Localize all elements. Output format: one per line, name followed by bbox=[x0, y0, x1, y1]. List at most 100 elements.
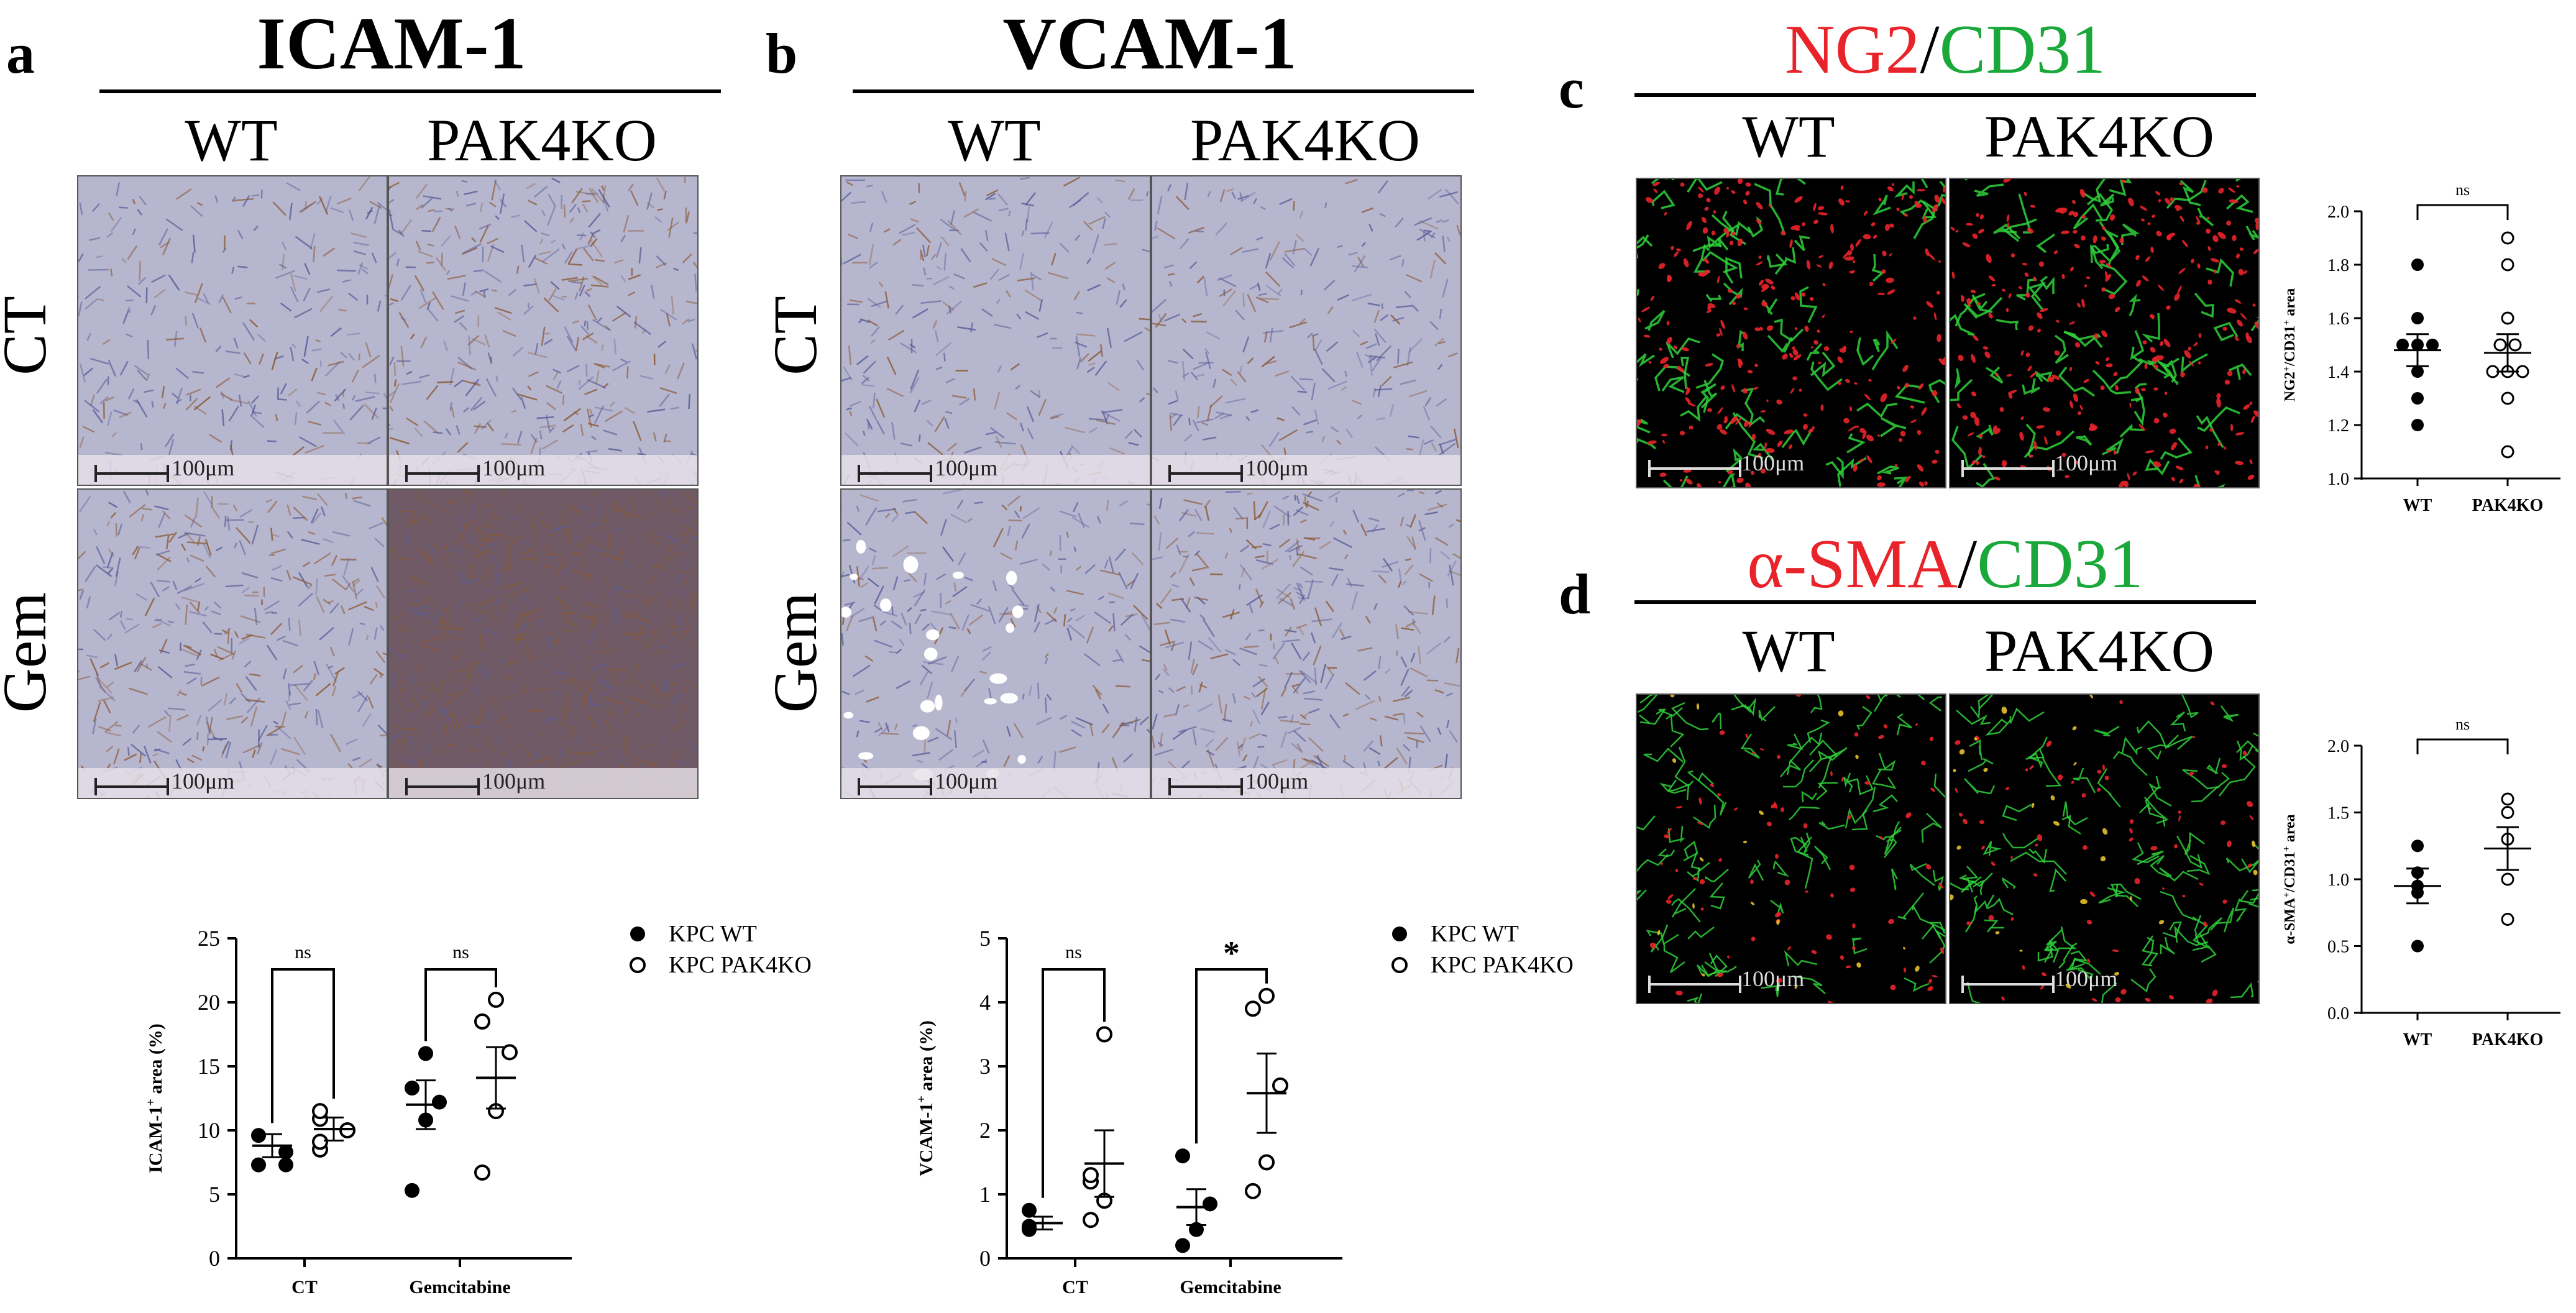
significance-bracket bbox=[1042, 968, 1106, 1198]
data-point bbox=[2501, 913, 2514, 926]
data-point bbox=[312, 1133, 328, 1150]
panel-title-vcam1: VCAM-1 bbox=[1002, 2, 1297, 85]
data-point bbox=[2396, 339, 2409, 351]
x-tick-label: PAK4KO bbox=[2472, 496, 2544, 515]
data-point bbox=[1258, 987, 1275, 1004]
data-point bbox=[1245, 1000, 1261, 1017]
y-tick-label: 1.5 bbox=[2327, 804, 2349, 823]
title-underline-b bbox=[853, 89, 1474, 93]
y-tick-label: 5 bbox=[979, 926, 991, 951]
y-tick-label: 0.5 bbox=[2327, 938, 2349, 957]
data-point bbox=[312, 1103, 328, 1120]
chart-asma-cd31-area: 0.0 0.5 1.0 1.5 2.0 α-SMA+/CD31+ area WT PAK4KO… bbox=[2281, 715, 2560, 1050]
y-axis-label: ICAM-1+ area (%) bbox=[144, 1023, 166, 1173]
col-header-wt-c: WT bbox=[1742, 103, 1835, 170]
micrograph-icam-wt-ct: 100μm bbox=[77, 175, 388, 486]
significance-label: ns bbox=[295, 942, 311, 963]
micrograph-asma-wt: 100μm bbox=[1636, 693, 1946, 1004]
y-tick-label: 1.2 bbox=[2327, 416, 2349, 436]
significance-bracket bbox=[424, 968, 497, 1041]
y-tick-label: 4 bbox=[979, 990, 991, 1015]
x-tick-label: Gemcitabine bbox=[1180, 1277, 1281, 1297]
legend-label-kpc-pak4ko: KPC PAK4KO bbox=[669, 952, 812, 978]
open-circle-icon bbox=[630, 957, 646, 973]
title-slash-d: / bbox=[1958, 526, 1978, 603]
data-point bbox=[1096, 1026, 1112, 1043]
significance-label: * bbox=[1223, 935, 1240, 972]
significance-bracket bbox=[2416, 738, 2509, 754]
y-axis-label: VCAM-1+ area (%) bbox=[915, 1020, 937, 1176]
data-point bbox=[251, 1128, 266, 1143]
panel-label-d: d bbox=[1559, 562, 1591, 626]
y-tick-label: 1.8 bbox=[2327, 256, 2349, 275]
y-tick-label: 1.0 bbox=[2327, 871, 2349, 890]
y-tick-label: 2.0 bbox=[2327, 737, 2349, 756]
x-tick-label: WT bbox=[2403, 496, 2432, 515]
chart-ng2-cd31-area: 1.0 1.2 1.4 1.6 1.8 2.0 NG2+/CD31+ area WT PAK4K… bbox=[2281, 181, 2560, 515]
data-point bbox=[418, 1046, 433, 1061]
x-tick-label: Gemcitabine bbox=[409, 1277, 510, 1297]
data-point bbox=[1022, 1202, 1037, 1218]
y-tick-label: 1.6 bbox=[2327, 309, 2349, 329]
significance-label: ns bbox=[1065, 942, 1082, 963]
col-header-pak4ko-d: PAK4KO bbox=[1984, 618, 2214, 684]
data-point bbox=[2411, 258, 2424, 271]
data-point bbox=[1245, 1183, 1261, 1199]
data-point bbox=[2501, 311, 2514, 325]
data-point bbox=[278, 1145, 293, 1160]
col-header-pak4ko-a: PAK4KO bbox=[427, 107, 657, 173]
title-underline-d bbox=[1634, 600, 2256, 604]
panel-title-ng2-cd31: NG2/CD31 bbox=[1634, 15, 2256, 85]
legend-item-kpc-pak4ko-b: KPC PAK4KO bbox=[1390, 949, 1574, 981]
data-point bbox=[2493, 338, 2507, 352]
micrograph-vcam-wt-ct: 100μm bbox=[840, 175, 1151, 486]
y-tick-label: 10 bbox=[198, 1118, 220, 1143]
micrograph-ng2-wt: 100μm bbox=[1636, 178, 1946, 488]
filled-circle-icon bbox=[630, 926, 645, 941]
legend-item-kpc-wt-b: KPC WT bbox=[1390, 918, 1574, 949]
data-point bbox=[474, 1013, 490, 1030]
data-point bbox=[2411, 392, 2424, 405]
data-point bbox=[474, 1164, 490, 1181]
y-tick-label: 25 bbox=[198, 926, 220, 951]
significance-label: ns bbox=[2455, 715, 2470, 733]
y-tick-label: 0 bbox=[979, 1246, 991, 1271]
title-underline-a bbox=[99, 89, 721, 93]
row-header-ct-a: CT bbox=[0, 296, 59, 375]
data-point bbox=[1175, 1148, 1190, 1164]
row-header-gem-a: Gem bbox=[0, 592, 59, 713]
col-header-pak4ko-c: PAK4KO bbox=[1984, 103, 2214, 170]
title-cd31: CD31 bbox=[1939, 11, 2106, 88]
legend-label-kpc-wt: KPC WT bbox=[669, 921, 757, 947]
data-point bbox=[405, 1081, 419, 1096]
legend-label-kpc-pak4ko-b: KPC PAK4KO bbox=[1431, 952, 1574, 978]
legend-item-kpc-pak4ko: KPC PAK4KO bbox=[628, 949, 812, 981]
col-header-wt-b: WT bbox=[948, 107, 1041, 173]
data-point bbox=[251, 1157, 266, 1173]
legend-label-kpc-wt-b: KPC WT bbox=[1431, 921, 1519, 947]
legend-b: KPC WT KPC PAK4KO bbox=[1390, 918, 1574, 981]
y-tick-label: 5 bbox=[209, 1182, 220, 1207]
data-point bbox=[2411, 365, 2424, 378]
title-asma: α-SMA bbox=[1747, 526, 1958, 603]
y-tick-label: 1.0 bbox=[2327, 470, 2349, 489]
x-tick-label: PAK4KO bbox=[2472, 1030, 2544, 1050]
y-tick-label: 3 bbox=[979, 1054, 991, 1079]
data-point bbox=[2411, 839, 2424, 853]
x-tick-label: CT bbox=[291, 1277, 318, 1297]
data-point bbox=[405, 1183, 419, 1198]
significance-bracket bbox=[271, 968, 335, 1123]
chart-icam1-area: 0 5 10 15 20 25 ICAM-1+ area (%) CT Gemcitabine n… bbox=[144, 926, 572, 1297]
title-slash: / bbox=[1920, 11, 1940, 88]
data-point bbox=[488, 991, 504, 1008]
col-header-wt-a: WT bbox=[185, 107, 278, 173]
chart-vcam1-area: 0 1 2 3 4 5 VCAM-1+ area (%) CT Gemcitabine ns * bbox=[915, 926, 1342, 1297]
data-point bbox=[1175, 1238, 1190, 1253]
y-tick-label: 0.0 bbox=[2327, 1004, 2349, 1023]
data-point bbox=[1272, 1077, 1288, 1094]
title-cd31-d: CD31 bbox=[1977, 526, 2143, 603]
data-point bbox=[1083, 1212, 1099, 1228]
data-point bbox=[2411, 940, 2424, 953]
data-point bbox=[502, 1044, 518, 1061]
data-point bbox=[1258, 1154, 1275, 1171]
